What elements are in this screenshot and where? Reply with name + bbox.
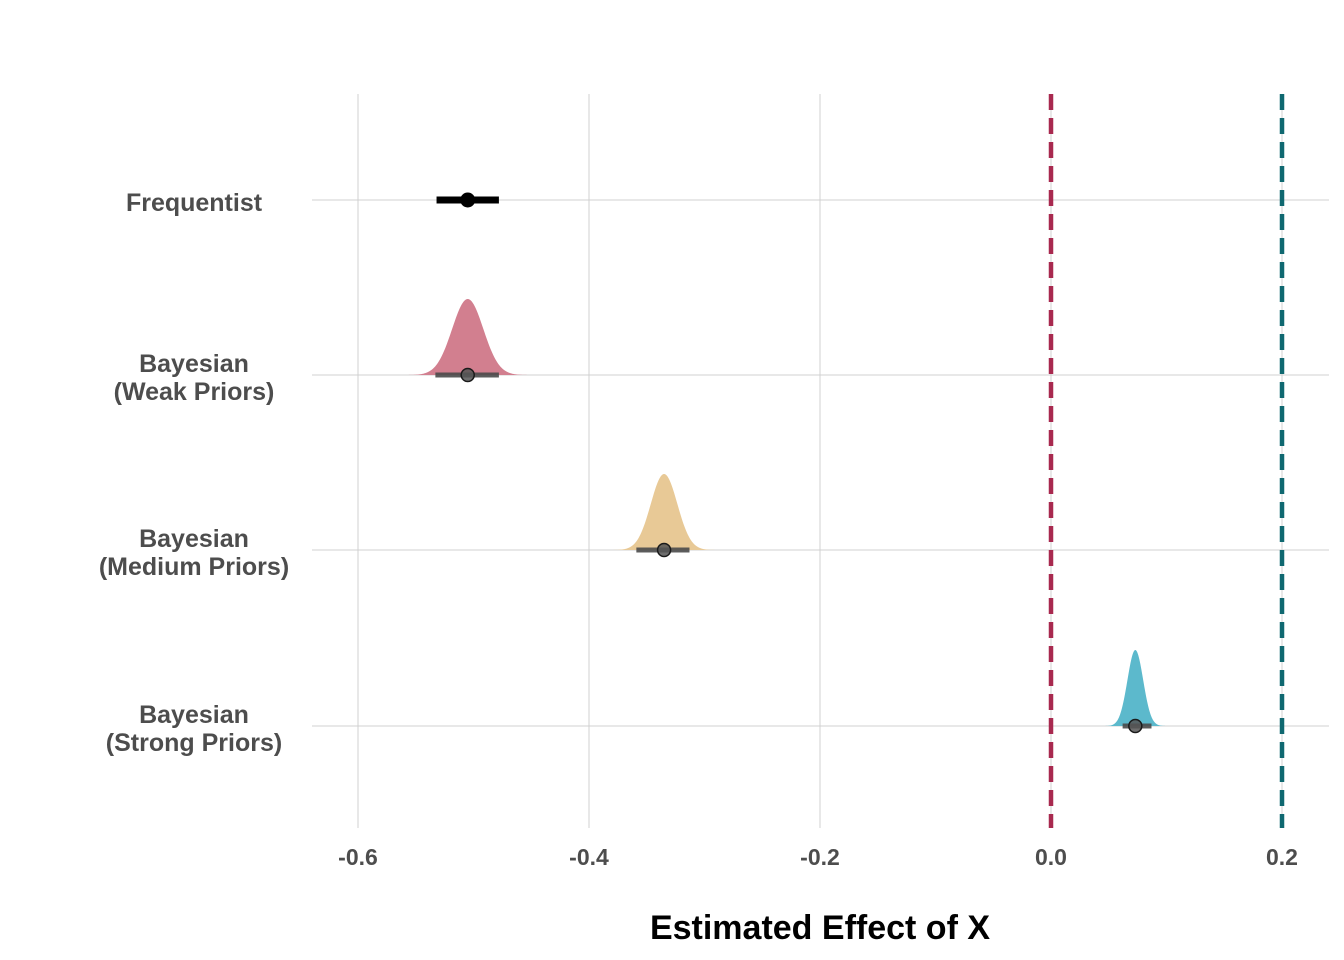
density-3	[1105, 650, 1166, 726]
reference-lines	[1048, 94, 1285, 828]
x-tick-label-1: -0.4	[569, 844, 609, 870]
intervals	[435, 192, 1152, 734]
estimate-point-3	[1128, 718, 1143, 734]
density-curves	[408, 299, 1166, 726]
y-label-1-line-1: (Weak Priors)	[114, 378, 275, 406]
y-label-3-line-0: Bayesian	[139, 701, 249, 729]
x-tick-label-3: 0.0	[1035, 844, 1067, 870]
x-axis-tick-labels: -0.6 -0.4 -0.2 0.0 0.2	[338, 844, 1298, 870]
x-tick-label-4: 0.2	[1266, 844, 1298, 870]
y-label-3-line-1: (Strong Priors)	[106, 729, 282, 757]
x-tick-label-0: -0.6	[338, 844, 378, 870]
density-1	[408, 299, 527, 375]
x-tick-label-2: -0.2	[800, 844, 840, 870]
y-label-1-line-0: Bayesian	[139, 350, 249, 378]
y-label-2-line-0: Bayesian	[139, 525, 249, 553]
x-axis-title: Estimated Effect of X	[650, 909, 990, 947]
y-label-0-line-0: Frequentist	[126, 189, 263, 217]
estimate-point-0	[460, 192, 476, 208]
estimate-point-2	[656, 542, 672, 558]
y-label-2-line-1: (Medium Priors)	[99, 553, 289, 581]
estimate-point-1	[460, 367, 475, 383]
density-2	[613, 474, 715, 550]
